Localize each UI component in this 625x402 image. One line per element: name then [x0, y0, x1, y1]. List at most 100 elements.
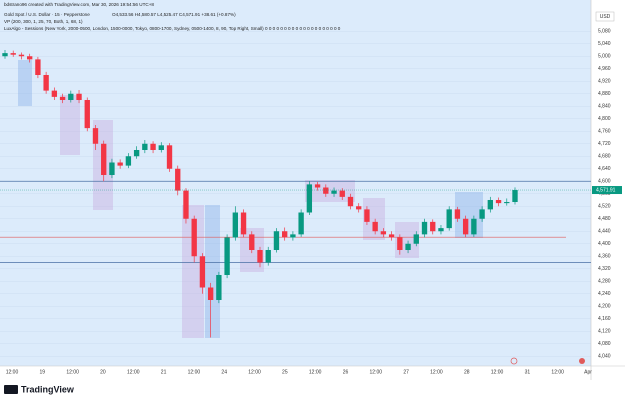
price-tag: [592, 186, 622, 195]
session-box: [305, 180, 355, 202]
candle-body: [323, 187, 329, 194]
candle-body: [430, 221, 436, 232]
candle-body: [240, 212, 247, 235]
event-icon[interactable]: [579, 358, 585, 364]
y-tick-label: 4,120: [598, 329, 611, 335]
candle-body: [454, 209, 461, 219]
candle-body: [183, 190, 189, 219]
candle-body: [10, 53, 16, 55]
candle-body: [207, 287, 214, 300]
session-box: [18, 60, 32, 106]
session-box: [60, 95, 80, 155]
brand-logo: [4, 385, 18, 394]
y-tick-label: 4,520: [598, 204, 611, 210]
x-tick-label: 20: [100, 369, 106, 375]
y-tick-label: 4,880: [598, 91, 611, 97]
candle-body: [158, 145, 164, 150]
x-tick-label: 12:00: [430, 369, 443, 375]
y-tick-label: 4,480: [598, 216, 611, 222]
x-tick-label: 12:00: [370, 369, 383, 375]
author-line: bdstrano96 created with TradingView.com,…: [4, 2, 154, 7]
candle-body: [372, 221, 378, 232]
x-tick-label: 25: [282, 369, 288, 375]
candle-body: [356, 206, 362, 210]
y-tick-label: 4,280: [598, 279, 611, 285]
candle-body: [68, 93, 74, 100]
x-tick-label: 12:00: [6, 369, 19, 375]
candle-body: [51, 90, 58, 97]
candle-body: [191, 218, 197, 257]
y-tick-label: 4,200: [598, 304, 611, 310]
candle-body: [405, 243, 411, 250]
y-tick-label: 4,920: [598, 79, 611, 85]
candle-body: [142, 143, 148, 150]
x-tick-label: 12:00: [491, 369, 504, 375]
candle-body: [76, 93, 82, 100]
brand: TradingView: [21, 384, 75, 394]
sessions-indicator: LuxAlgo - Sessions (New York, 2000-0500,…: [4, 26, 341, 31]
x-tick-label: 27: [403, 369, 409, 375]
currency-box[interactable]: [595, 11, 615, 22]
candle-body: [306, 184, 313, 213]
candle-body: [18, 54, 25, 57]
vp-indicator: VP (200, 300, 1, 25, 70, Both, 1, 68, 1): [4, 19, 83, 24]
candle-body: [397, 237, 403, 250]
symbol-line: Gold Spot / U.S. Dollar · 15 · Peppersto…: [4, 12, 90, 17]
y-tick-label: 4,960: [598, 66, 611, 72]
candle-body: [446, 209, 452, 229]
candle-body: [364, 209, 370, 222]
candle-body: [59, 96, 66, 100]
y-tick-label: 4,680: [598, 154, 611, 160]
event-icon[interactable]: [510, 357, 518, 365]
y-tick-label: 4,600: [598, 179, 611, 185]
y-tick-label: 4,400: [598, 241, 611, 247]
candle-body: [117, 162, 123, 166]
y-tick-label: 4,080: [598, 341, 611, 347]
x-tick-label: Apr: [584, 369, 592, 375]
candle-body: [462, 218, 469, 235]
x-tick-label: 12:00: [309, 369, 322, 375]
y-tick-label: 4,160: [598, 316, 611, 322]
candle-body: [273, 231, 280, 250]
candle-body: [298, 212, 304, 235]
ohlc-line: O4,533.56 H4,580.57 L4,525.47 C4,571.91 …: [112, 12, 236, 17]
candle-body: [479, 209, 485, 219]
x-tick-label: 24: [221, 369, 227, 375]
session-box: [363, 198, 385, 240]
candle-body: [175, 168, 181, 191]
candle-body: [388, 234, 395, 238]
candle-body: [512, 190, 518, 203]
candle-body: [265, 250, 271, 263]
x-tick-label: 26: [343, 369, 349, 375]
x-tick-label: 12:00: [188, 369, 201, 375]
y-tick-label: 5,040: [598, 41, 611, 47]
candle-body: [413, 234, 419, 244]
candle-body: [101, 143, 107, 175]
candle-body: [314, 184, 321, 188]
candle-body: [504, 202, 510, 204]
candle-body: [35, 59, 41, 75]
candle-body: [471, 218, 477, 235]
candle-body: [331, 190, 337, 194]
y-tick-label: 4,440: [598, 229, 611, 235]
y-tick-label: 4,840: [598, 104, 611, 110]
y-tick-label: 4,360: [598, 254, 611, 260]
candle-body: [84, 100, 90, 129]
candle-body: [92, 128, 99, 144]
candle-body: [2, 53, 8, 57]
x-tick-label: 21: [161, 369, 167, 375]
candle-body: [150, 143, 156, 150]
x-tick-label: 12:00: [127, 369, 140, 375]
candle-body: [232, 212, 238, 238]
candle-body: [290, 234, 296, 238]
y-tick-label: 4,040: [598, 354, 611, 360]
candle-body: [133, 150, 140, 157]
currency: USD: [600, 14, 611, 20]
candle-body: [487, 200, 493, 210]
y-tick-label: 4,640: [598, 166, 611, 172]
candle-body: [347, 196, 354, 207]
candle-body: [109, 162, 115, 175]
x-tick-label: 12:00: [248, 369, 261, 375]
candle-body: [380, 231, 387, 235]
